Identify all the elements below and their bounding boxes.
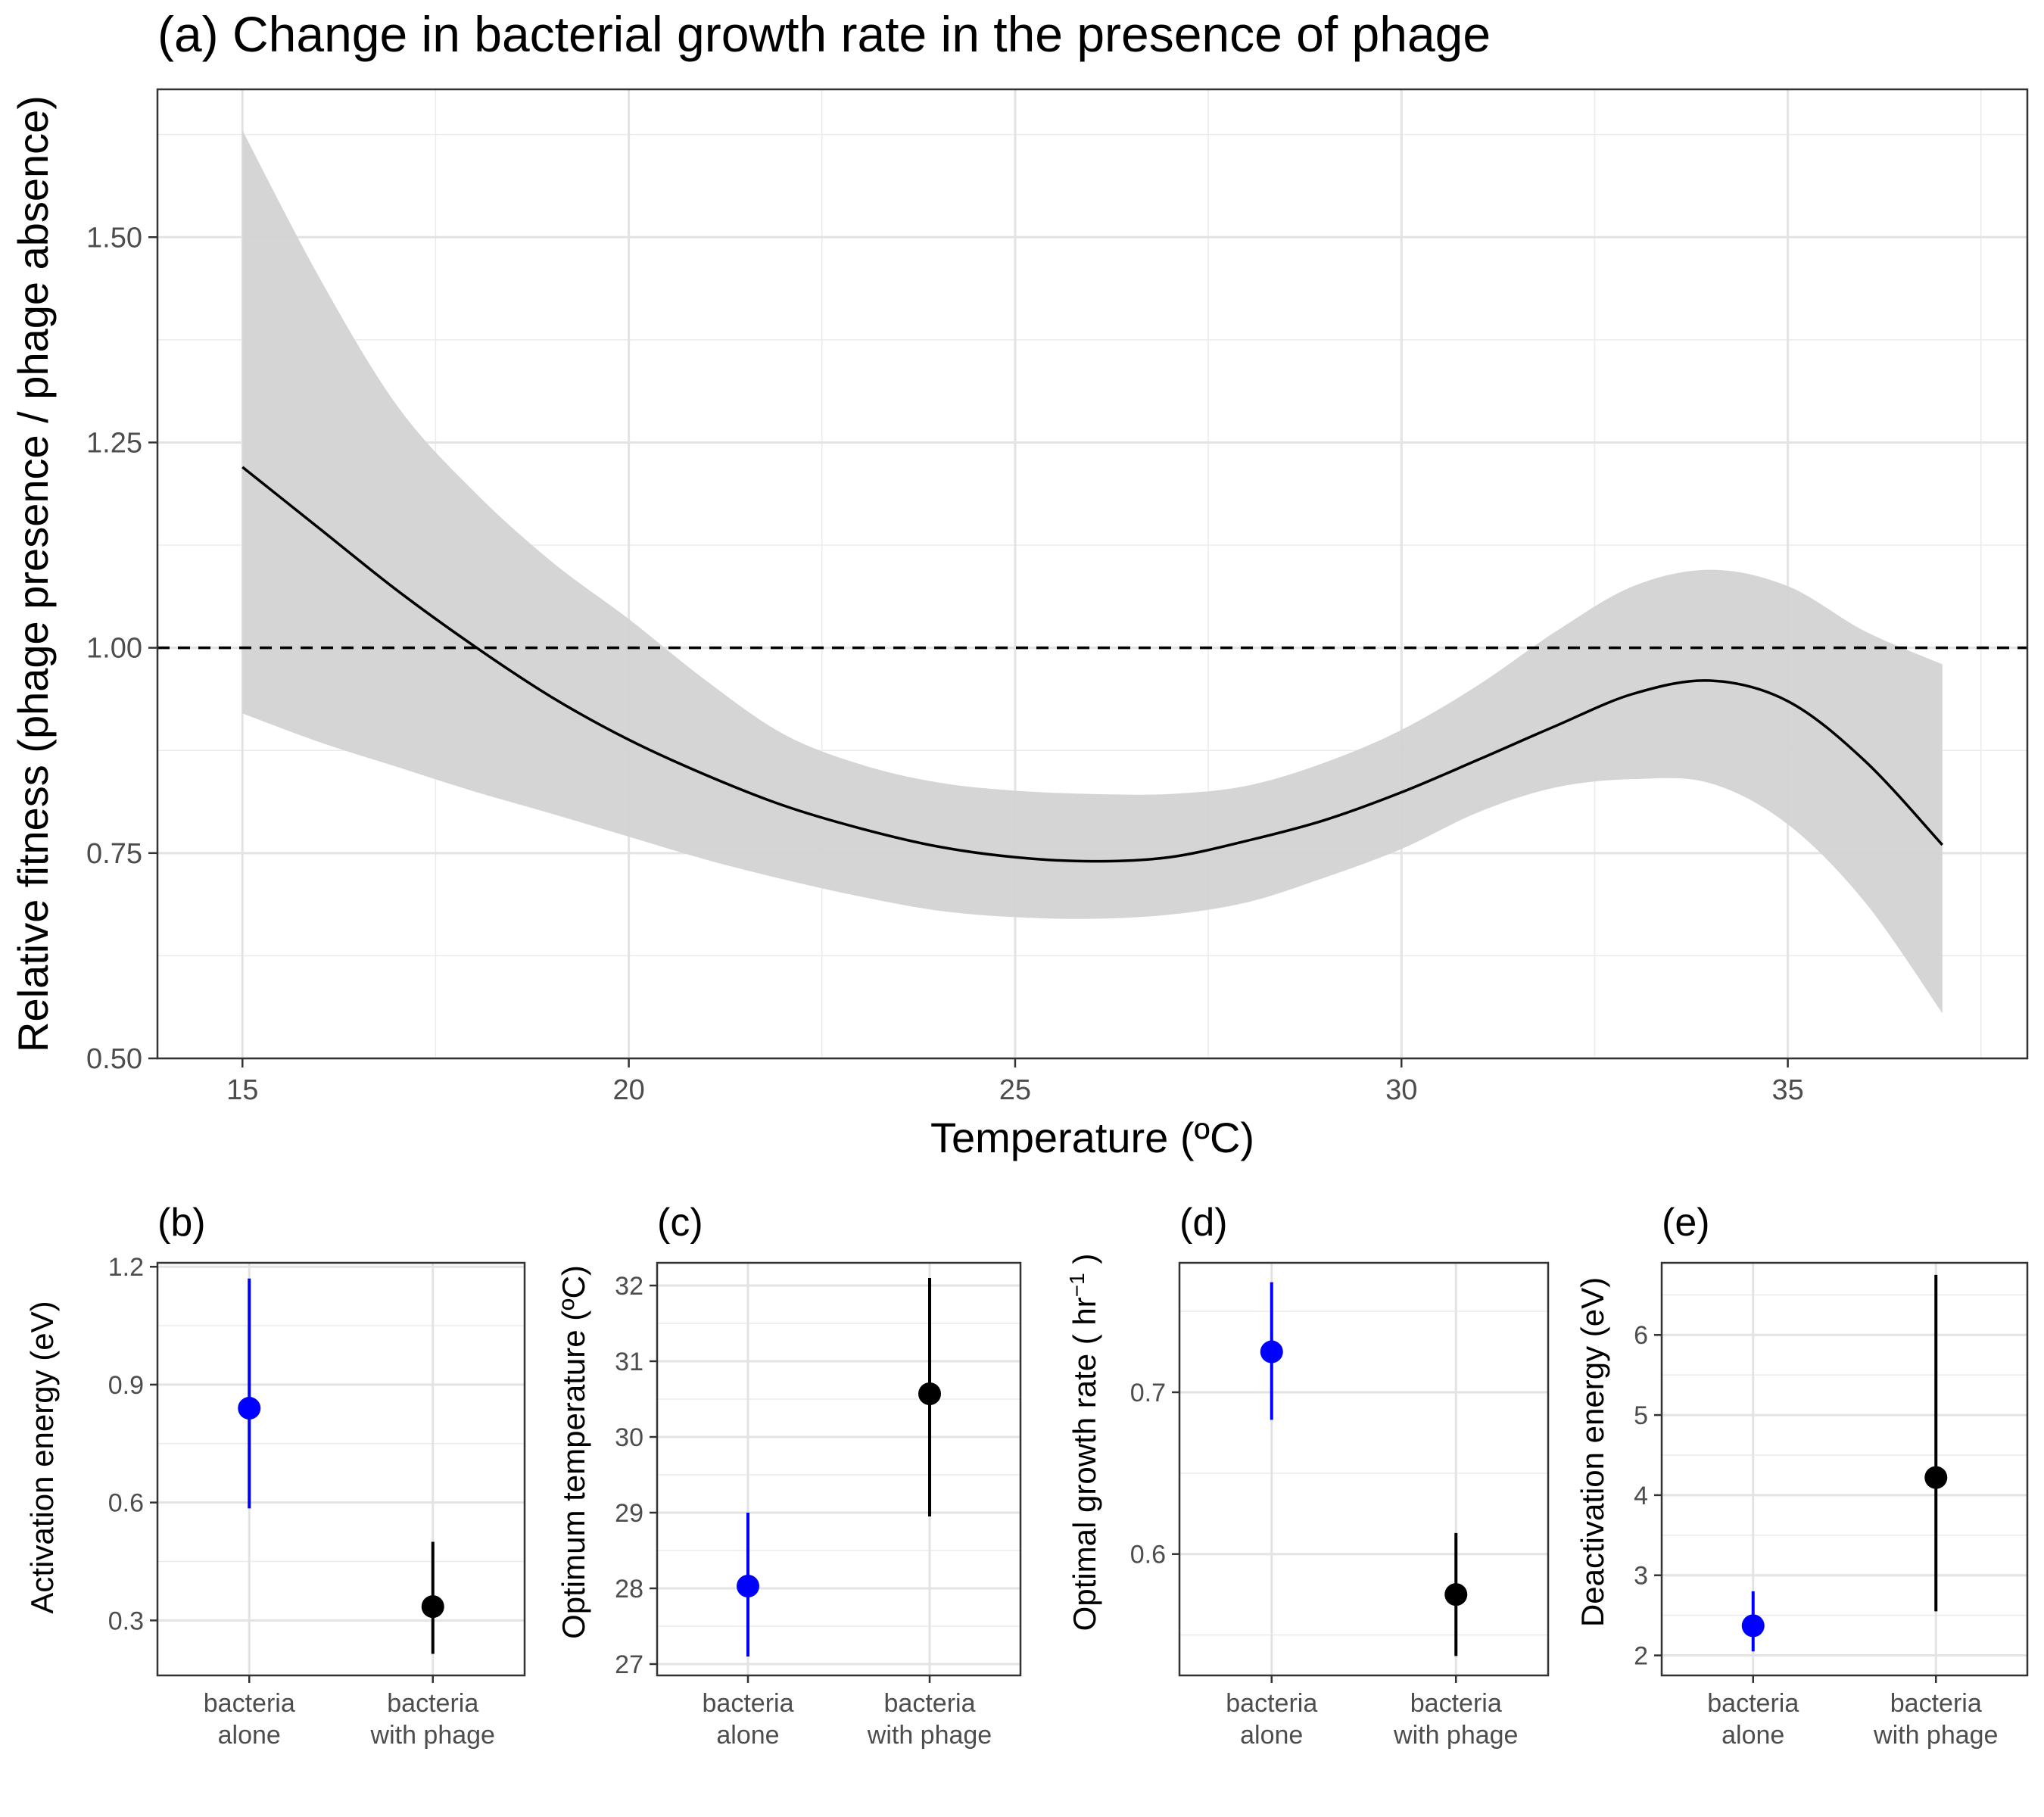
plot-background (157, 1263, 525, 1675)
plot-area-c: 27 28 29 30 31 32 bacteria alone bacteria with ph… (615, 1261, 1022, 1750)
plot-background (657, 1263, 1020, 1675)
y-tick-label: 1.25 (86, 427, 142, 459)
x-tick-label: 30 (1385, 1074, 1417, 1106)
data-point (737, 1575, 759, 1597)
panel-tag-c: (c) (657, 1201, 703, 1245)
x-tick-label: bacteria alone (204, 1689, 295, 1750)
y-tick-label: 0.6 (108, 1489, 144, 1518)
panel-d: (d) 0.6 0.7 bacteria alone bacteria with phag… (1065, 1201, 1550, 1750)
panel-tag-d: (d) (1179, 1201, 1228, 1245)
y-tick-label: 4 (1634, 1482, 1648, 1510)
y-tick-label: 5 (1634, 1401, 1648, 1430)
y-axis-title-d: Optimal growth rate ( hr−1 ) (1065, 1254, 1103, 1632)
y-tick-label: 0.7 (1130, 1379, 1166, 1407)
x-tick-label: 20 (612, 1074, 644, 1106)
y-tick-label: 32 (615, 1272, 643, 1301)
y-tick-label: 0.3 (108, 1607, 144, 1635)
x-tick-label: bacteria with phage (370, 1689, 495, 1750)
panel-border-a (156, 88, 2029, 1060)
y-tick-label: 1.2 (108, 1253, 144, 1282)
chart-title-a: (a) Change in bacterial growth rate in t… (157, 6, 1491, 62)
x-tick-label: 15 (226, 1074, 258, 1106)
x-tick-label: bacteria with phage (867, 1689, 992, 1750)
data-point (1924, 1466, 1948, 1489)
y-tick-label: 0.75 (86, 838, 142, 870)
plot-area-b: 0.3 0.6 0.9 1.2 bacteria alone bacteria with ph… (108, 1253, 526, 1750)
data-point (238, 1397, 261, 1420)
y-axis-title-e: Deactivation energy (eV) (1575, 1277, 1610, 1627)
y-tick-label: 0.50 (86, 1043, 142, 1075)
panel-e: (e) 2 3 4 5 6 bacteria alone bacteria with phage… (1575, 1201, 2029, 1750)
data-point (1444, 1583, 1468, 1607)
x-axis-title-a: Temperature (ºC) (930, 1114, 1254, 1161)
panel-c: (c) 27 28 29 30 31 32 bacteria alone bacteria wit… (556, 1201, 1022, 1750)
y-tick-label: 0.9 (108, 1371, 144, 1400)
data-point (1741, 1614, 1765, 1638)
y-tick-label: 28 (615, 1575, 643, 1604)
fit-line-a (241, 466, 1944, 863)
panel-b: (b) 0.3 0.6 0.9 1.2 bacteria alone bacteria wit… (24, 1201, 526, 1750)
panel-a: (a) Change in bacterial growth rate in t… (9, 6, 2029, 1161)
x-axis-ticks-a: 15 20 25 30 35 (226, 1058, 1804, 1106)
x-tick-label: 35 (1771, 1074, 1803, 1106)
y-axis-ticks-a: 0.50 0.75 1.00 1.25 1.50 (86, 222, 157, 1075)
y-tick-label: 31 (615, 1348, 643, 1376)
panel-tag-e: (e) (1662, 1201, 1710, 1245)
data-point (1260, 1340, 1283, 1364)
y-tick-label: 1.00 (86, 633, 142, 665)
y-tick-label: 29 (615, 1499, 643, 1528)
panel-border (1660, 1261, 2029, 1677)
x-tick-label: 25 (999, 1074, 1031, 1106)
x-tick-label: bacteria with phage (1393, 1689, 1518, 1750)
y-tick-label: 1.50 (86, 222, 142, 254)
x-tick-label: bacteria alone (1226, 1689, 1317, 1750)
y-axis-title-b: Activation energy (eV) (24, 1301, 60, 1613)
x-tick-label: bacteria with phage (1873, 1689, 1998, 1750)
panel-border (656, 1261, 1022, 1677)
y-tick-label: 6 (1634, 1321, 1648, 1350)
y-tick-label: 27 (615, 1650, 643, 1679)
x-tick-label: bacteria alone (1707, 1689, 1799, 1750)
y-tick-label: 30 (615, 1423, 643, 1452)
plot-background (1179, 1263, 1548, 1675)
panel-border (1178, 1261, 1550, 1677)
panel-tag-b: (b) (157, 1201, 206, 1245)
plot-area-e: 2 3 4 5 6 bacteria alone bacteria with phage (1634, 1261, 2029, 1750)
y-tick-label: 0.6 (1130, 1541, 1166, 1569)
plot-background (1662, 1263, 2027, 1675)
panel-border (156, 1261, 526, 1677)
confidence-band-a (242, 130, 1943, 1014)
data-point (421, 1595, 444, 1619)
plot-area-d: 0.6 0.7 bacteria alone bacteria with phage (1130, 1261, 1550, 1750)
y-axis-title-a: Relative fitness (phage presence / phage… (9, 95, 57, 1052)
y-tick-label: 3 (1634, 1562, 1648, 1591)
x-tick-label: bacteria alone (703, 1689, 794, 1750)
y-axis-title-c: Optimum temperature (ºC) (556, 1265, 591, 1639)
data-point (918, 1382, 941, 1405)
y-tick-label: 2 (1634, 1642, 1648, 1671)
